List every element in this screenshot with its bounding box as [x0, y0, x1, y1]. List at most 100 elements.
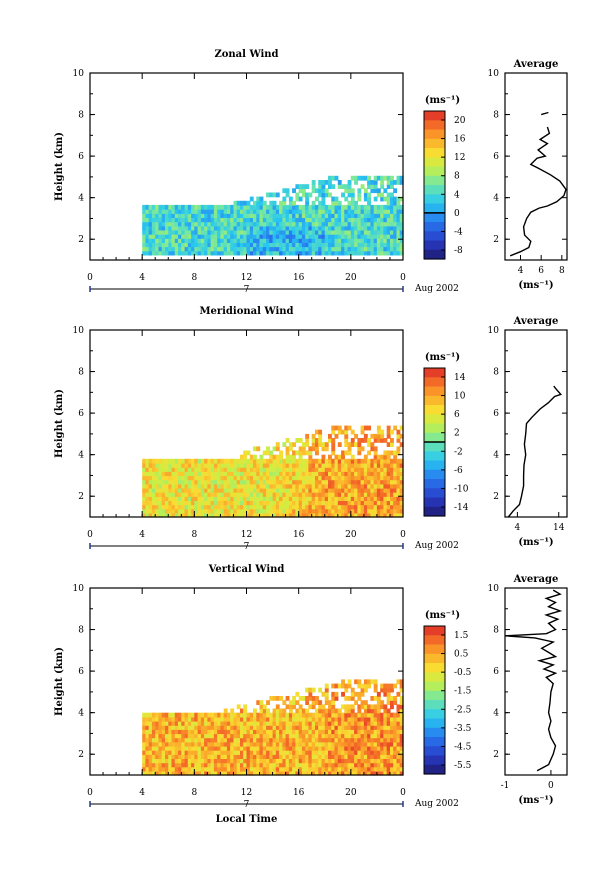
heatmap-cell — [383, 471, 388, 477]
heatmap-cell — [285, 471, 290, 477]
heatmap-cell — [367, 716, 371, 722]
heatmap-cell — [220, 770, 225, 776]
heatmap-cell — [383, 750, 388, 755]
heatmap-cell — [383, 467, 388, 472]
heatmap-cell — [246, 737, 251, 743]
heatmap-cell — [344, 475, 349, 481]
heatmap-cell — [367, 712, 371, 718]
heatmap-cell — [292, 450, 296, 456]
heatmap-cell — [360, 737, 365, 743]
heatmap-cell — [393, 246, 398, 252]
heatmap-cell — [266, 234, 270, 239]
heatmap-cell — [269, 246, 274, 252]
heatmap-cell — [230, 766, 235, 772]
heatmap-cell — [370, 242, 375, 248]
heatmap-cell — [259, 213, 264, 218]
heatmap-cell — [288, 483, 293, 489]
heatmap-cell — [311, 770, 316, 776]
heatmap-cell — [282, 246, 287, 252]
heatmap-cell — [217, 234, 222, 239]
heatmap-cell — [324, 729, 329, 735]
heatmap-cell — [279, 708, 283, 714]
heatmap-cell — [331, 184, 336, 189]
heatmap-cell — [269, 221, 274, 227]
heatmap-cell — [363, 492, 368, 497]
heatmap-cell — [399, 229, 404, 235]
heatmap-cell — [236, 733, 241, 739]
heatmap-cell — [285, 508, 290, 514]
heatmap-cell — [233, 754, 238, 759]
heatmap-cell — [334, 745, 339, 751]
heatmap-cell — [344, 246, 349, 252]
heatmap-cell — [373, 454, 378, 460]
heatmap-cell — [249, 754, 254, 759]
heatmap-cell — [262, 217, 267, 223]
heatmap-cell — [223, 712, 228, 718]
heatmap-cell — [285, 213, 290, 218]
heatmap-cell — [321, 229, 326, 235]
heatmap-cell — [347, 475, 352, 481]
heatmap-cell — [165, 221, 169, 227]
heatmap-cell — [168, 716, 173, 722]
heatmap-cell — [161, 758, 166, 764]
heatmap-cell — [292, 704, 296, 710]
heatmap-cell — [262, 496, 267, 501]
heatmap-cell — [266, 475, 270, 481]
heatmap-cell — [200, 733, 205, 739]
heatmap-cell — [269, 217, 274, 223]
heatmap-cell — [246, 758, 251, 764]
heatmap-cell — [334, 217, 339, 223]
heatmap-cell — [243, 745, 248, 751]
heatmap-cell — [171, 770, 176, 776]
heatmap-cell — [308, 471, 313, 477]
heatmap-cell — [363, 716, 368, 722]
heatmap-cell — [399, 696, 404, 701]
heatmap-cell — [269, 225, 274, 231]
heatmap-cell — [187, 213, 192, 218]
day-marker: 7 — [244, 542, 250, 552]
heatmap-cell — [380, 683, 385, 689]
heatmap-cell — [399, 234, 404, 239]
heatmap-cell — [171, 238, 176, 243]
heatmap-cell — [334, 696, 339, 701]
heatmap-cell — [308, 487, 313, 493]
heatmap-cell — [350, 508, 355, 514]
heatmap-cell — [200, 721, 205, 726]
heatmap-cell — [282, 209, 287, 214]
heatmap-cell — [269, 250, 274, 256]
heatmap-cell — [337, 733, 342, 739]
heatmap-cell — [233, 770, 238, 776]
heatmap-cell — [376, 737, 381, 743]
heatmap-cell — [230, 750, 235, 755]
heatmap-cell — [233, 217, 238, 223]
heatmap-cell — [344, 492, 349, 497]
heatmap-cell — [390, 492, 394, 497]
colorbar-unit: (ms⁻¹) — [425, 352, 460, 363]
heatmap-cell — [363, 221, 368, 227]
heatmap-cell — [376, 209, 381, 214]
heatmap-cell — [383, 500, 388, 506]
heatmap-cell — [246, 496, 251, 501]
heatmap-cell — [266, 225, 270, 231]
heatmap-cell — [217, 213, 222, 218]
heatmap-cell — [370, 184, 375, 189]
heatmap-cell — [334, 209, 339, 214]
heatmap-cell — [269, 737, 274, 743]
heatmap-cell — [308, 770, 313, 776]
heatmap-cell — [246, 762, 251, 768]
heatmap-cell — [383, 704, 388, 710]
heatmap-cell — [168, 766, 173, 772]
heatmap-cell — [386, 758, 391, 764]
heatmap-cell — [285, 475, 290, 481]
heatmap-cell — [337, 745, 342, 751]
heatmap-cell — [168, 479, 173, 485]
heatmap-cell — [350, 200, 355, 206]
heatmap-cell — [145, 508, 150, 514]
heatmap-cell — [194, 716, 199, 722]
heatmap-cell — [187, 229, 192, 235]
heatmap-cell — [373, 479, 378, 485]
heatmap-cell — [301, 467, 306, 472]
heatmap-cell — [207, 458, 212, 464]
heatmap-cell — [295, 741, 300, 747]
